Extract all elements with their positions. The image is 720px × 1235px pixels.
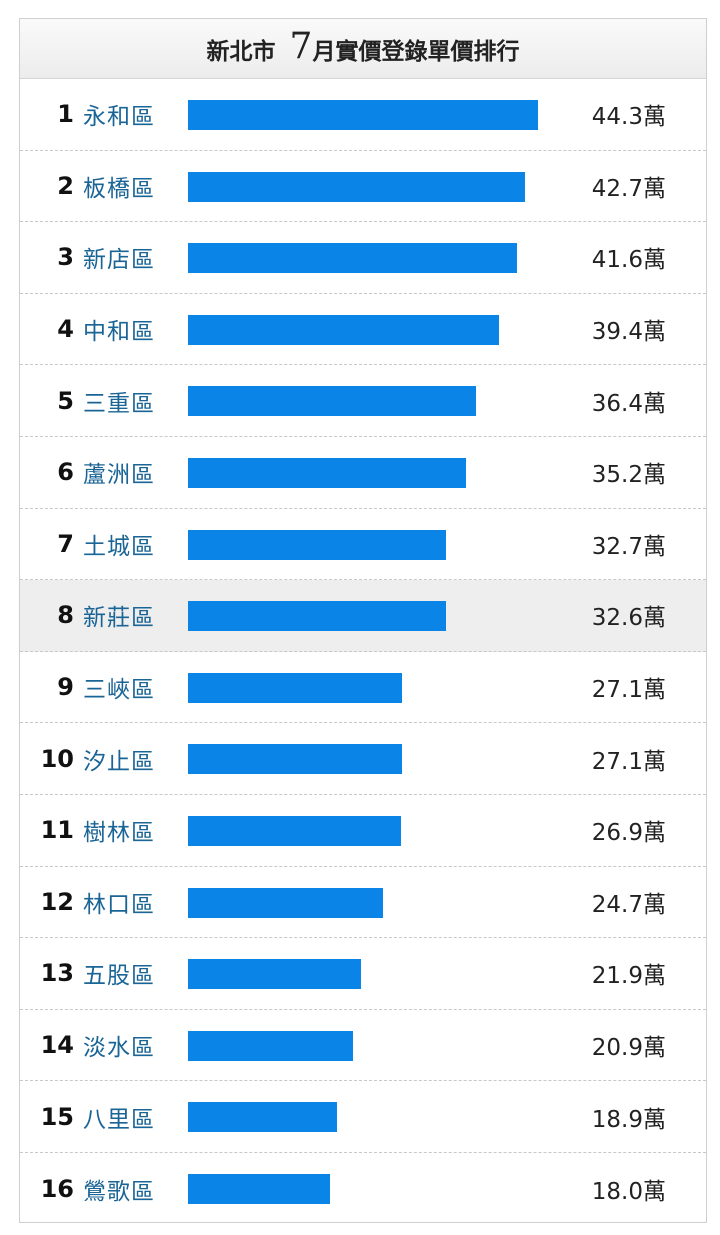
rank-number: 6 <box>57 458 74 487</box>
table-row: 6 蘆洲區 35.2萬 <box>20 437 706 509</box>
table-row: 2 板橋區 42.7萬 <box>20 151 706 223</box>
district-name[interactable]: 鶯歌區 <box>83 1178 155 1205</box>
price-bar <box>188 887 384 918</box>
rank-number: 4 <box>57 315 74 344</box>
table-row: 3 新店區 41.6萬 <box>20 222 706 294</box>
price-bar <box>188 314 500 345</box>
rank-number: 2 <box>57 171 74 200</box>
price-label: 21.9萬 <box>591 963 666 990</box>
district-name[interactable]: 樹林區 <box>83 820 155 847</box>
price-bar <box>188 1173 331 1204</box>
price-label: 24.7萬 <box>591 891 666 918</box>
price-bar <box>188 601 446 632</box>
table-row: 16 鶯歌區 18.0萬 <box>20 1153 706 1225</box>
price-bar <box>188 243 517 274</box>
district-name[interactable]: 淡水區 <box>83 1035 155 1062</box>
table-row: 10 汐止區 27.1萬 <box>20 723 706 795</box>
rank-number: 14 <box>40 1031 74 1060</box>
district-name[interactable]: 五股區 <box>83 963 155 990</box>
price-bar <box>188 1102 338 1133</box>
header-title: 月實價登錄單價排行 <box>312 38 520 65</box>
table-row: 13 五股區 21.9萬 <box>20 938 706 1010</box>
price-label: 32.7萬 <box>591 533 666 560</box>
district-name[interactable]: 新店區 <box>83 247 155 274</box>
price-label: 26.9萬 <box>591 820 666 847</box>
district-name[interactable]: 三峽區 <box>83 677 155 704</box>
district-name[interactable]: 板橋區 <box>83 175 155 202</box>
rank-number: 3 <box>57 243 74 272</box>
district-name[interactable]: 三重區 <box>83 390 155 417</box>
price-label: 27.1萬 <box>591 677 666 704</box>
price-bar <box>188 672 403 703</box>
district-name[interactable]: 永和區 <box>83 104 155 131</box>
price-bar <box>188 744 403 775</box>
table-row: 1 永和區 44.3萬 <box>20 79 706 151</box>
header-month: 7 <box>289 25 313 67</box>
rank-number: 9 <box>57 673 74 702</box>
price-bar <box>188 1030 354 1061</box>
district-name[interactable]: 汐止區 <box>83 748 155 775</box>
rank-number: 13 <box>40 959 74 988</box>
price-bar <box>188 171 526 202</box>
rank-number: 15 <box>40 1102 74 1131</box>
price-bar <box>188 815 401 846</box>
table-row: 15 八里區 18.9萬 <box>20 1081 706 1153</box>
district-name[interactable]: 林口區 <box>83 891 155 918</box>
table-row: 8 新莊區 32.6萬 <box>20 580 706 652</box>
district-name[interactable]: 中和區 <box>83 319 155 346</box>
price-bar <box>188 959 362 990</box>
district-name[interactable]: 新莊區 <box>83 605 155 632</box>
price-label: 41.6萬 <box>591 247 666 274</box>
price-label: 35.2萬 <box>591 462 666 489</box>
rank-number: 1 <box>57 100 74 129</box>
ranking-rows: 1 永和區 44.3萬 2 板橋區 42.7萬 3 新店區 41.6萬 4 中和區 39.4萬 5 三重區… <box>20 79 706 1225</box>
district-name[interactable]: 土城區 <box>83 533 155 560</box>
price-bar <box>188 386 476 417</box>
rank-number: 5 <box>57 386 74 415</box>
chart-header: 新北市 7 月實價登錄單價排行 <box>20 19 706 79</box>
district-name[interactable]: 蘆洲區 <box>83 462 155 489</box>
price-label: 20.9萬 <box>591 1035 666 1062</box>
price-label: 44.3萬 <box>591 104 666 131</box>
price-label: 32.6萬 <box>591 605 666 632</box>
price-bar <box>188 457 467 488</box>
district-name[interactable]: 八里區 <box>83 1106 155 1133</box>
price-bar <box>188 100 538 130</box>
table-row: 14 淡水區 20.9萬 <box>20 1010 706 1082</box>
table-row: 9 三峽區 27.1萬 <box>20 652 706 724</box>
rank-number: 16 <box>40 1174 74 1203</box>
rank-number: 8 <box>57 601 74 630</box>
ranking-card: 新北市 7 月實價登錄單價排行 1 永和區 44.3萬 2 板橋區 42.7萬 3 新店區 41… <box>19 18 707 1223</box>
table-row: 7 土城區 32.7萬 <box>20 509 706 581</box>
rank-number: 11 <box>40 816 74 845</box>
table-row: 12 林口區 24.7萬 <box>20 867 706 939</box>
rank-number: 12 <box>40 887 74 916</box>
table-row: 11 樹林區 26.9萬 <box>20 795 706 867</box>
price-label: 36.4萬 <box>591 390 666 417</box>
table-row: 4 中和區 39.4萬 <box>20 294 706 366</box>
header-city: 新北市 <box>206 38 276 65</box>
price-label: 42.7萬 <box>591 175 666 202</box>
rank-number: 10 <box>40 744 74 773</box>
price-bar <box>188 529 447 560</box>
price-label: 18.0萬 <box>591 1178 666 1205</box>
table-row: 5 三重區 36.4萬 <box>20 365 706 437</box>
price-label: 27.1萬 <box>591 748 666 775</box>
price-label: 18.9萬 <box>591 1106 666 1133</box>
rank-number: 7 <box>57 529 74 558</box>
price-label: 39.4萬 <box>591 319 666 346</box>
